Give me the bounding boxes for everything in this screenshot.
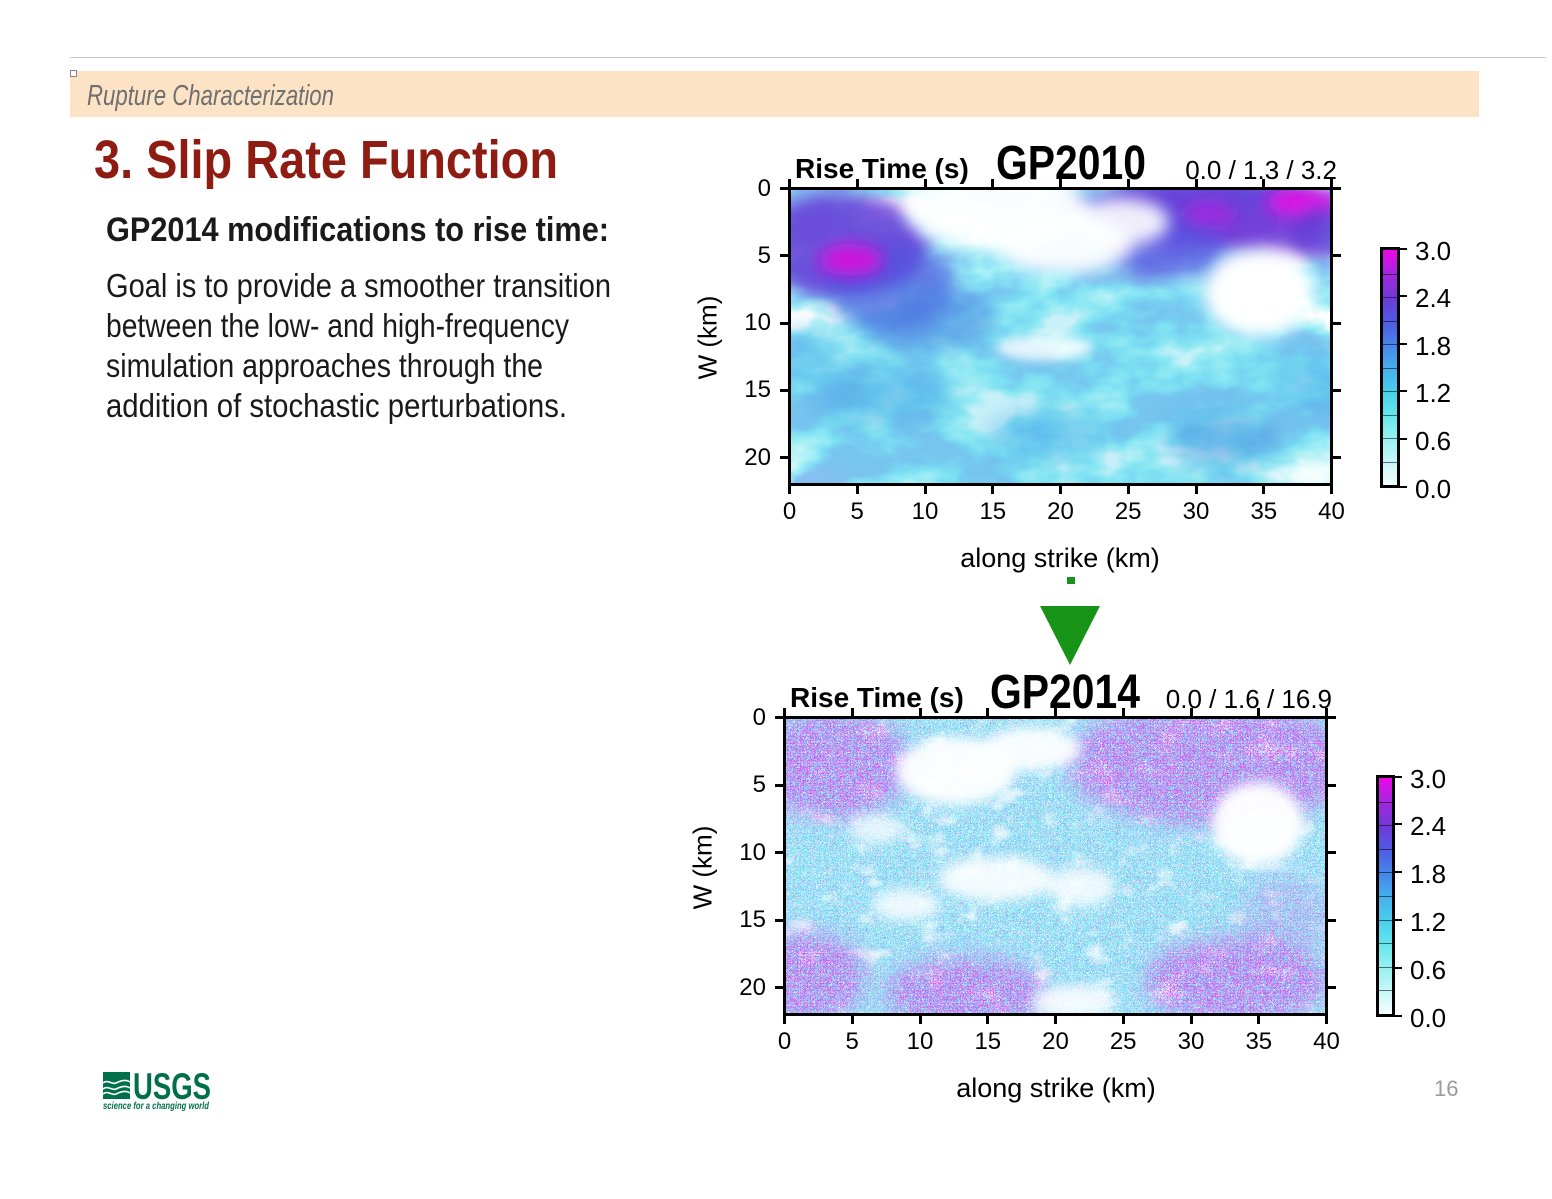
- svg-text:simulation approaches through: simulation approaches through the: [106, 347, 543, 384]
- svg-text:addition of stochastic perturb: addition of stochastic perturbations.: [106, 387, 567, 424]
- svg-text:Goal is to provide a smoother: Goal is to provide a smoother transition: [106, 267, 611, 304]
- svg-text:GP2010: GP2010: [996, 140, 1146, 190]
- svg-text:3. Slip Rate Function: 3. Slip Rate Function: [94, 130, 558, 190]
- svg-text:GP2014: GP2014: [990, 669, 1140, 719]
- svg-text:Rupture Characterization: Rupture Characterization: [87, 80, 334, 112]
- svg-text:GP2014 modifications to rise t: GP2014 modifications to rise time:: [106, 211, 609, 249]
- svg-text:science for a changing world: science for a changing world: [103, 1100, 209, 1112]
- svg-text:between the low- and high-freq: between the low- and high-frequency: [106, 307, 569, 344]
- svg-text:USGS: USGS: [133, 1070, 211, 1107]
